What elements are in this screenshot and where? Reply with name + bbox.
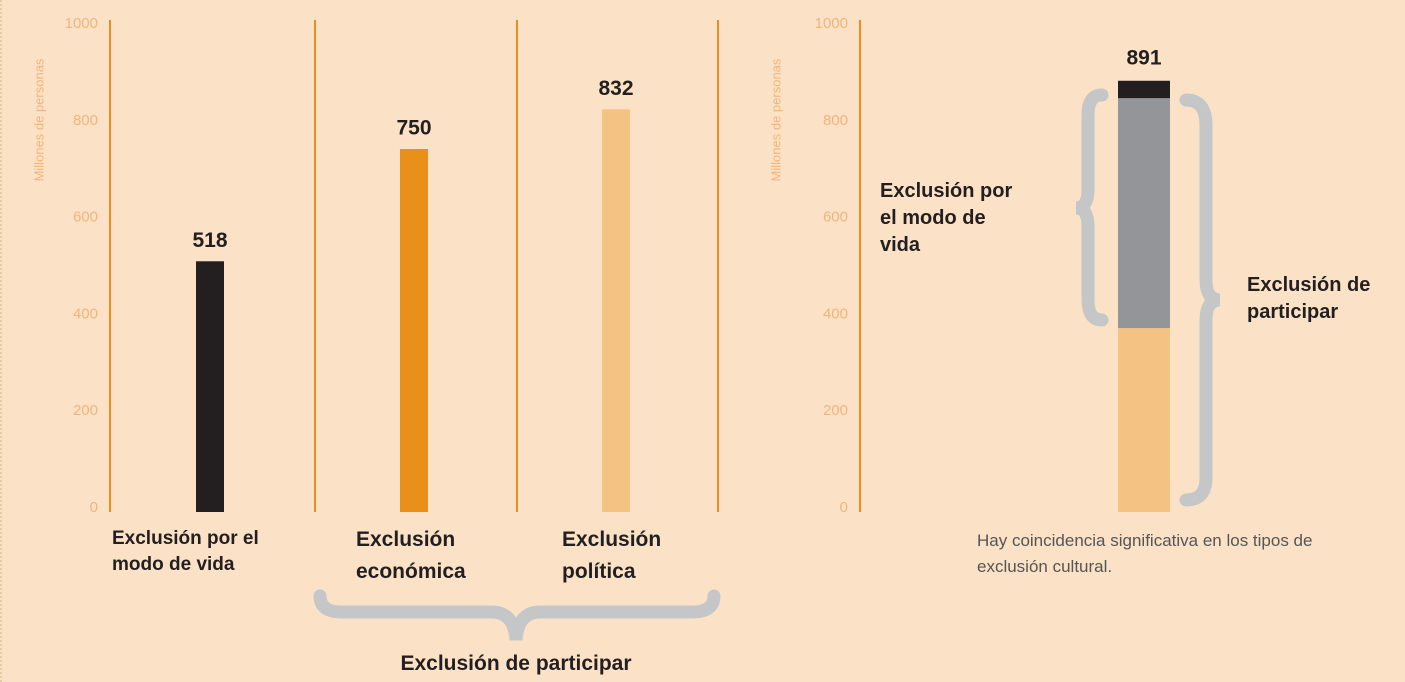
y-axis-label: Millones de personas — [31, 58, 46, 181]
y-tick-label: 800 — [73, 112, 98, 129]
y-tick-label: 800 — [823, 112, 848, 129]
y-tick-label: 400 — [73, 305, 98, 322]
brace — [1075, 88, 1109, 327]
total-label: 891 — [1126, 46, 1161, 69]
value-label: 832 — [598, 77, 633, 100]
annotation: Exclusión por el modo de vida — [880, 180, 1013, 256]
annotation: Exclusión de participar — [1247, 274, 1371, 323]
y-tick-label: 400 — [823, 305, 848, 322]
category-label: Exclusión económica — [356, 528, 466, 583]
bar-segment — [1118, 328, 1170, 512]
category-label: Exclusión política — [562, 528, 662, 583]
y-axis-label: Millones de personas — [768, 58, 783, 181]
value-label: 750 — [396, 117, 431, 140]
annotation: Exclusión de participar — [400, 652, 632, 675]
y-tick-label: 200 — [823, 402, 848, 419]
y-tick-label: 0 — [90, 499, 98, 516]
brace — [313, 589, 721, 641]
category-label: Exclusión por el modo de vida — [112, 528, 259, 575]
brace — [1179, 93, 1221, 507]
value-label: 518 — [192, 229, 227, 252]
y-tick-label: 600 — [823, 209, 848, 226]
bar-segment — [1118, 98, 1170, 329]
bar — [196, 261, 224, 512]
bar-segment — [1118, 80, 1170, 99]
y-tick-label: 600 — [73, 209, 98, 226]
y-tick-label: 1000 — [65, 15, 98, 32]
note: Hay coincidencia significativa en los ti… — [977, 531, 1313, 576]
y-tick-label: 0 — [840, 499, 848, 516]
y-tick-label: 200 — [73, 402, 98, 419]
bar — [400, 149, 428, 512]
y-tick-label: 1000 — [815, 15, 848, 32]
bar — [602, 109, 630, 512]
